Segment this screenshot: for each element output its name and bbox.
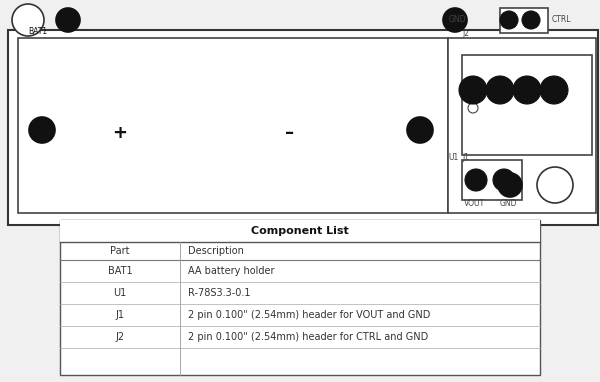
Bar xyxy=(18,38,448,213)
Circle shape xyxy=(493,169,515,191)
Text: Component List: Component List xyxy=(251,226,349,236)
Circle shape xyxy=(522,11,540,29)
Text: –: – xyxy=(452,23,458,33)
Bar xyxy=(8,30,598,225)
Bar xyxy=(60,220,540,375)
Text: –: – xyxy=(286,124,295,142)
Circle shape xyxy=(486,76,514,104)
Text: U1: U1 xyxy=(448,152,458,162)
Text: GND: GND xyxy=(449,16,466,24)
Circle shape xyxy=(407,117,433,143)
Bar xyxy=(462,55,592,155)
Text: 2 pin 0.100" (2.54mm) header for CTRL and GND: 2 pin 0.100" (2.54mm) header for CTRL an… xyxy=(188,332,428,342)
Text: 2 pin 0.100" (2.54mm) header for VOUT and GND: 2 pin 0.100" (2.54mm) header for VOUT an… xyxy=(188,310,430,320)
Text: J1: J1 xyxy=(462,154,469,162)
Text: J2: J2 xyxy=(115,332,125,342)
Text: VOUT: VOUT xyxy=(464,199,485,209)
Text: Description: Description xyxy=(188,246,244,256)
Text: CTRL: CTRL xyxy=(552,16,571,24)
Circle shape xyxy=(12,4,44,36)
Text: R-78S3.3-0.1: R-78S3.3-0.1 xyxy=(188,288,251,298)
Bar xyxy=(448,38,596,213)
Circle shape xyxy=(498,173,522,197)
Text: GND: GND xyxy=(500,199,517,209)
Circle shape xyxy=(465,169,487,191)
Circle shape xyxy=(29,117,55,143)
Text: U1: U1 xyxy=(113,288,127,298)
Circle shape xyxy=(443,8,467,32)
Text: J2: J2 xyxy=(462,29,469,39)
Circle shape xyxy=(500,11,518,29)
Circle shape xyxy=(468,103,478,113)
Text: +: + xyxy=(113,124,128,142)
Text: Part: Part xyxy=(110,246,130,256)
Text: J1: J1 xyxy=(115,310,125,320)
Text: +: + xyxy=(69,23,77,33)
Text: AA battery holder: AA battery holder xyxy=(188,266,275,276)
Circle shape xyxy=(513,76,541,104)
Circle shape xyxy=(540,76,568,104)
Circle shape xyxy=(459,76,487,104)
Circle shape xyxy=(537,167,573,203)
Bar xyxy=(462,160,522,200)
Text: BAT1: BAT1 xyxy=(107,266,133,276)
Bar xyxy=(60,220,540,242)
Bar xyxy=(500,8,548,33)
Circle shape xyxy=(56,8,80,32)
Text: BAT1: BAT1 xyxy=(28,28,47,37)
